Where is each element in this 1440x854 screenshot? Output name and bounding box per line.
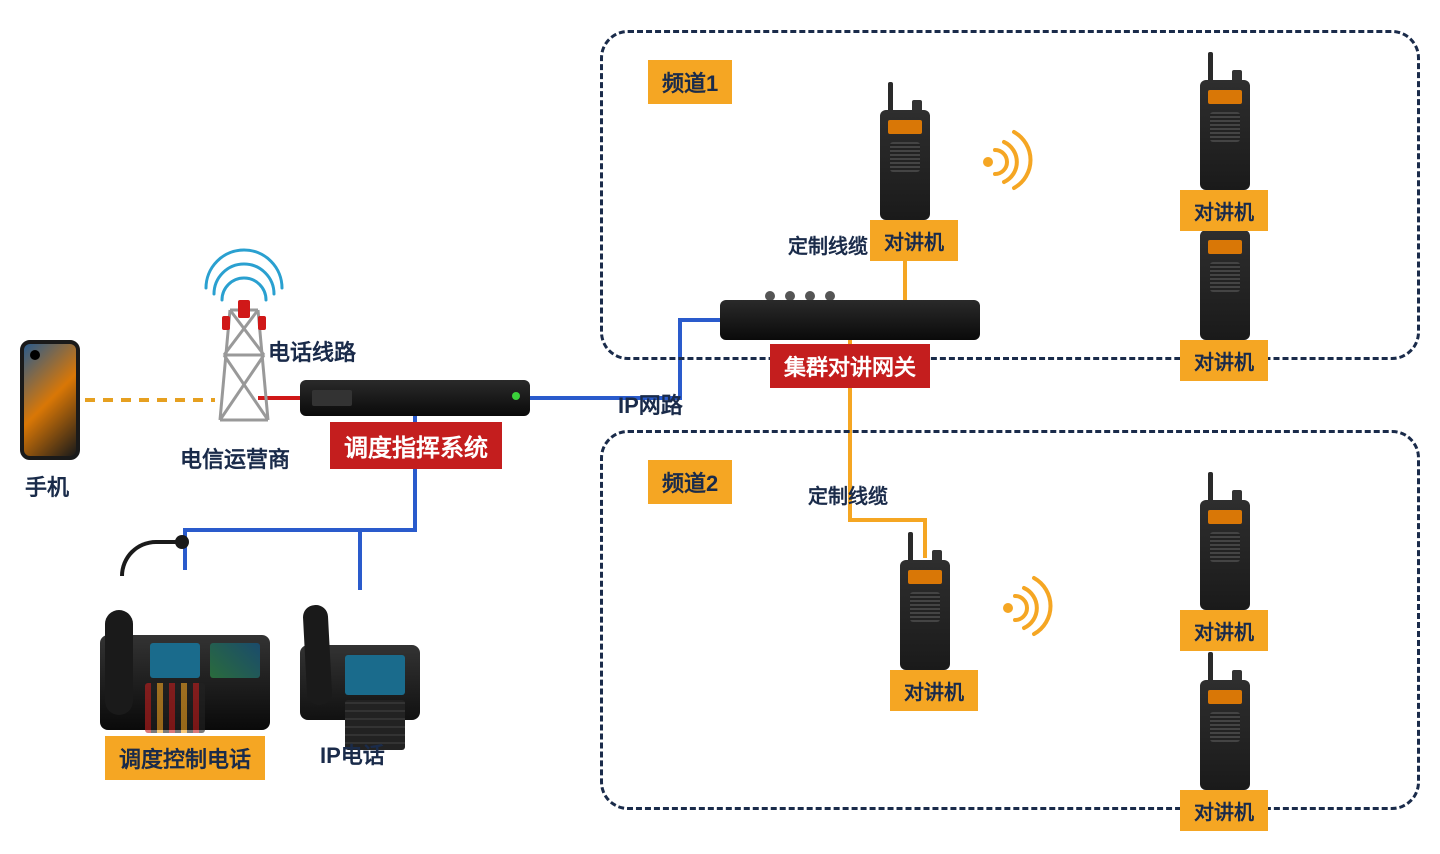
radio-icon [1200,230,1250,340]
radio-label: 对讲机 [890,670,978,711]
dispatch-system-label: 调度指挥系统 [330,422,502,469]
ip-phone-label: IP电话 [320,738,385,770]
channel2-label: 频道2 [648,460,732,504]
dispatch-system-rack-icon [300,380,530,416]
ip-network-label: IP网路 [618,388,683,420]
radio-icon [900,560,950,670]
radio-label: 对讲机 [1180,610,1268,651]
radio-label: 对讲机 [870,220,958,261]
ip-phone-icon [300,590,420,720]
channel1-label: 频道1 [648,60,732,104]
custom-cable-label-2: 定制线缆 [808,480,888,509]
tel-line-label: 电话线路 [268,335,356,367]
radio-label: 对讲机 [1180,190,1268,231]
radio-label: 对讲机 [1180,340,1268,381]
radio-icon [1200,680,1250,790]
gateway-rack-icon [720,300,980,340]
radio-label: 对讲机 [1180,790,1268,831]
mobile-label: 手机 [25,470,69,502]
telecom-label: 电信运营商 [180,442,290,474]
mobile-phone-icon [20,340,80,460]
gateway-label: 集群对讲网关 [770,344,930,388]
custom-cable-label-1: 定制线缆 [788,230,868,259]
dispatch-control-phone-icon [100,570,270,730]
radio-icon [1200,80,1250,190]
dispatch-phone-label: 调度控制电话 [105,736,265,780]
radio-icon [880,110,930,220]
radio-icon [1200,500,1250,610]
